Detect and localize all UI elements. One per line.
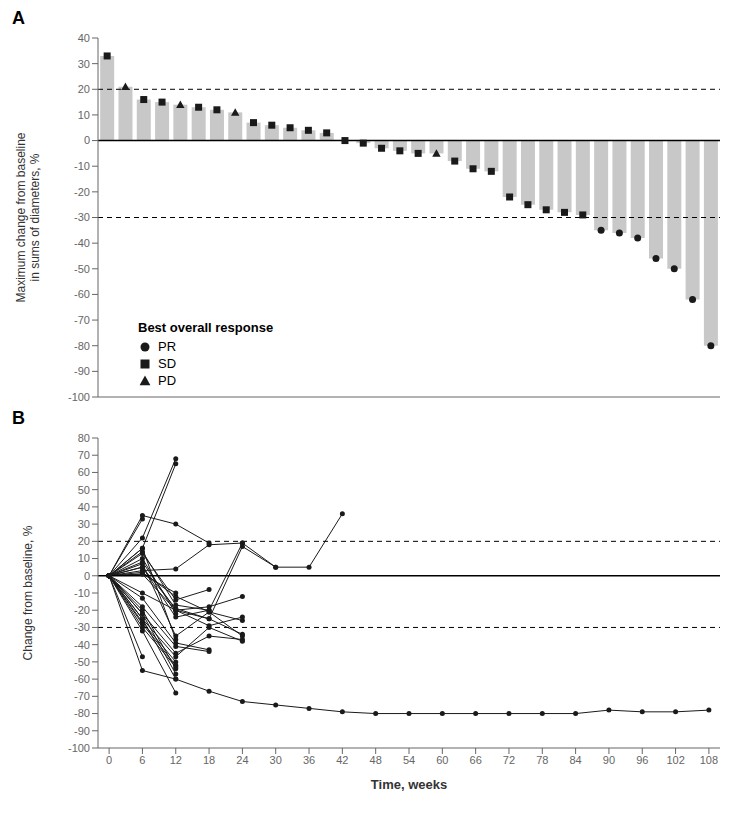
svg-text:Maximum change from baselinein: Maximum change from baselinein sums of d… [14,132,42,302]
svg-text:-40: -40 [74,639,90,651]
svg-text:0: 0 [84,570,90,582]
svg-text:54: 54 [403,754,415,766]
html-text:PD: PD [158,373,177,388]
svg-text:Time, weeks: Time, weeks [371,777,447,792]
svg-text:-70: -70 [74,690,90,702]
svg-text:10: 10 [78,552,90,564]
html-text:A: A [12,8,25,28]
svg-text:-30: -30 [74,621,90,633]
svg-text:-90: -90 [74,365,90,377]
svg-text:90: 90 [603,754,615,766]
svg-text:70: 70 [78,449,90,461]
svg-text:-20: -20 [74,604,90,616]
svg-text:84: 84 [569,754,581,766]
svg-text:108: 108 [700,754,718,766]
svg-text:40: 40 [78,32,90,44]
svg-text:50: 50 [78,484,90,496]
svg-text:42: 42 [336,754,348,766]
svg-text:-10: -10 [74,160,90,172]
svg-text:96: 96 [636,754,648,766]
svg-text:18: 18 [203,754,215,766]
svg-text:24: 24 [236,754,248,766]
svg-text:66: 66 [470,754,482,766]
svg-text:-30: -30 [74,211,90,223]
html-text:B: B [12,408,25,428]
svg-text:78: 78 [536,754,548,766]
svg-text:10: 10 [78,109,90,121]
svg-text:-60: -60 [74,673,90,685]
svg-text:0: 0 [84,134,90,146]
svg-text:40: 40 [78,501,90,513]
svg-text:-60: -60 [74,288,90,300]
svg-text:60: 60 [78,466,90,478]
svg-text:0: 0 [106,754,112,766]
svg-text:-80: -80 [74,707,90,719]
svg-text:102: 102 [666,754,684,766]
html-text:Best overall response: Best overall response [138,320,274,335]
svg-text:20: 20 [78,83,90,95]
html-text:PR: PR [158,339,177,354]
svg-text:-50: -50 [74,263,90,275]
svg-text:Change from baseline, %: Change from baseline, % [21,525,35,660]
svg-text:-50: -50 [74,656,90,668]
html-text:SD: SD [158,356,177,371]
svg-text:20: 20 [78,535,90,547]
svg-text:-80: -80 [74,340,90,352]
svg-text:48: 48 [370,754,382,766]
svg-text:-90: -90 [74,725,90,737]
svg-text:30: 30 [78,518,90,530]
svg-text:30: 30 [78,58,90,70]
svg-text:-40: -40 [74,237,90,249]
svg-text:6: 6 [139,754,145,766]
svg-text:30: 30 [270,754,282,766]
svg-text:-70: -70 [74,314,90,326]
svg-text:-20: -20 [74,186,90,198]
svg-text:60: 60 [436,754,448,766]
svg-text:-100: -100 [68,742,90,754]
svg-text:-10: -10 [74,587,90,599]
svg-text:80: 80 [78,432,90,444]
svg-text:-100: -100 [68,391,90,403]
svg-text:12: 12 [170,754,182,766]
svg-text:36: 36 [303,754,315,766]
svg-text:72: 72 [503,754,515,766]
